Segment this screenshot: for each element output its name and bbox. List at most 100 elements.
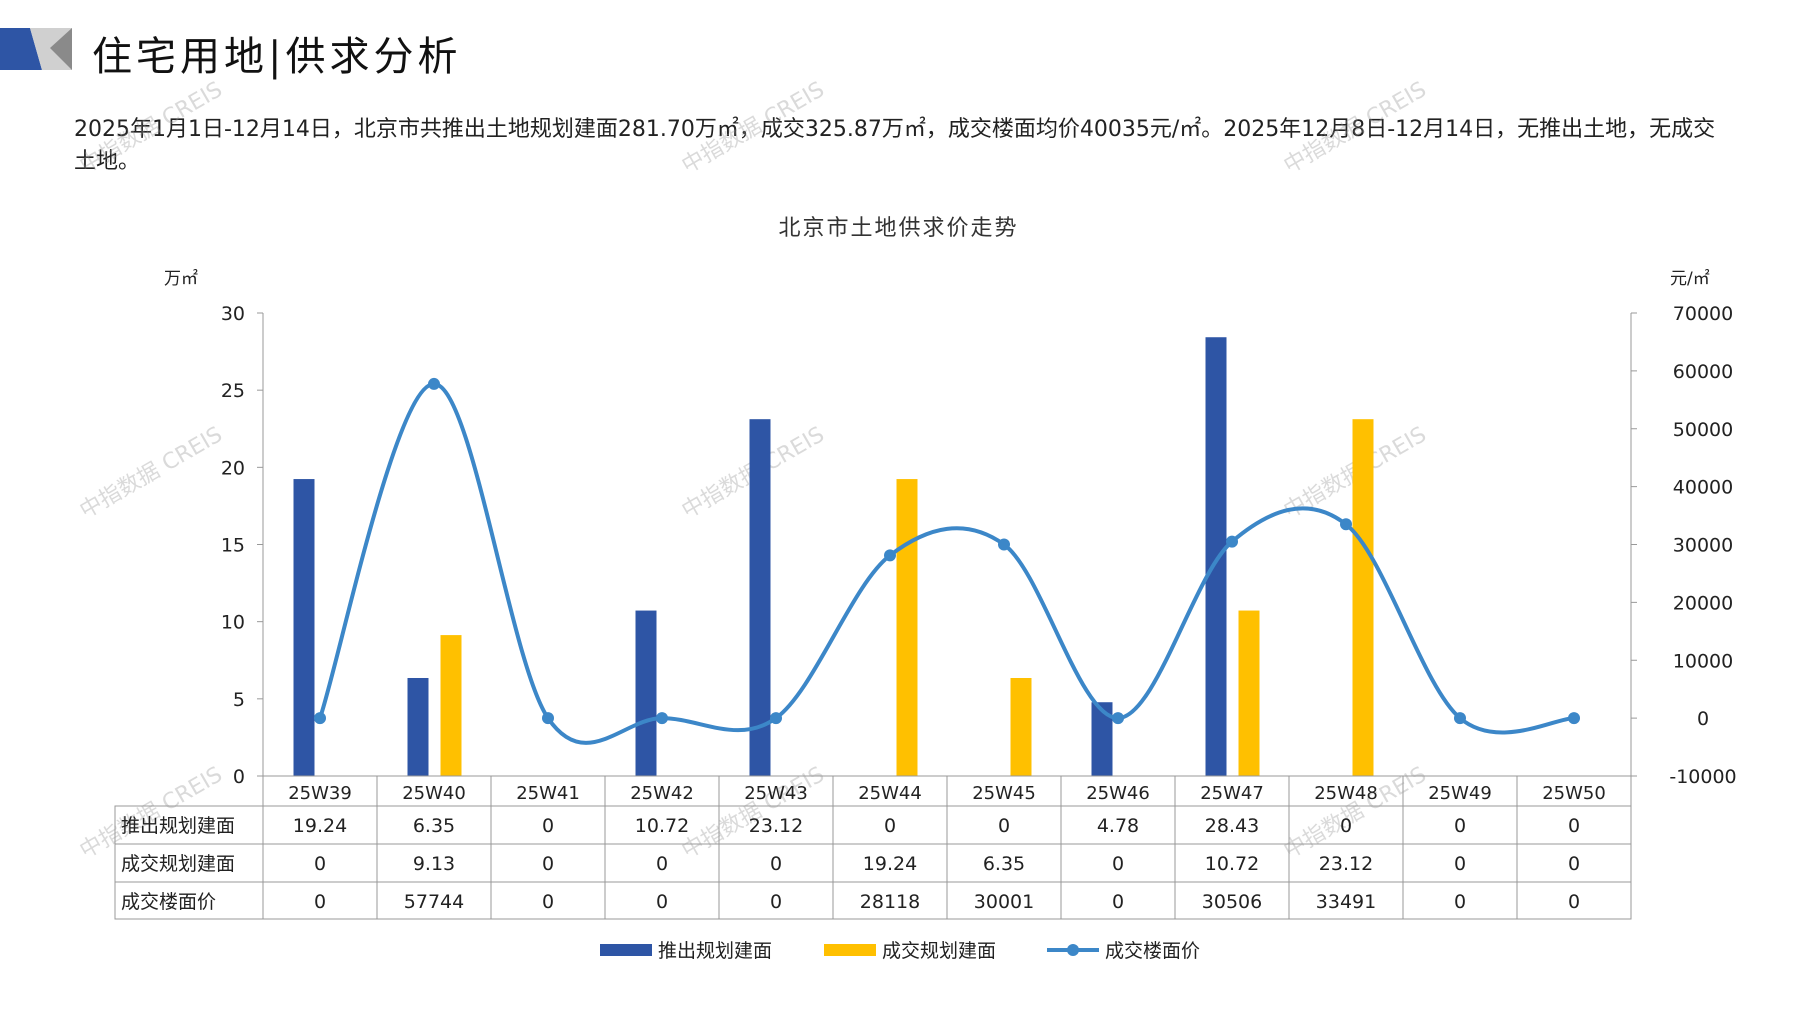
page-title: 住宅用地|供求分析 [92,34,462,80]
category-label: 25W42 [630,783,694,804]
table-cell: 28118 [860,891,920,913]
table-cell: 10.72 [635,815,689,837]
right-tick-label: 0 [1697,708,1709,730]
deal-bar [1352,419,1374,776]
table-cell: 6.35 [413,815,455,837]
right-tick-label: 30000 [1673,535,1733,557]
left-axis-unit: 万㎡ [164,269,198,289]
price-point [1454,712,1466,725]
table-cell: 0 [542,891,554,913]
right-axis-unit: 元/㎡ [1670,269,1710,289]
table-cell: 19.24 [863,853,917,875]
left-tick-label: 25 [221,380,245,402]
table-cell: 0 [1112,891,1124,913]
legend-label: 成交规划建面 [882,940,996,962]
price-point [656,712,668,725]
table-cell: 57744 [404,891,464,913]
table-cell: 0 [656,853,668,875]
table-cell: 30001 [974,891,1034,913]
price-point [770,712,782,725]
left-tick-label: 0 [233,766,245,788]
table-cell: 0 [1568,815,1580,837]
header-logo [0,28,72,70]
right-tick-label: 20000 [1673,592,1733,614]
table-cell: 0 [998,815,1010,837]
table-cell: 28.43 [1205,815,1259,837]
category-label: 25W41 [516,783,580,804]
right-tick-label: 40000 [1673,477,1733,499]
price-point [998,538,1010,551]
deal-bar [1238,610,1260,776]
table-cell: 0 [1568,853,1580,875]
price-point [1112,712,1124,725]
right-tick-label: 60000 [1673,361,1733,383]
category-label: 25W47 [1200,783,1264,804]
price-point [1340,518,1352,531]
table-cell: 0 [1454,815,1466,837]
chart-title: 北京市土地供求价走势 [778,216,1019,241]
table-cell: 0 [314,891,326,913]
table-cell: 0 [656,891,668,913]
deal-bar [440,635,462,776]
right-tick-label: 10000 [1673,650,1733,672]
table-cell: 0 [1454,891,1466,913]
left-tick-label: 5 [233,689,245,711]
table-cell: 0 [770,853,782,875]
table-row-header: 成交规划建面 [121,853,235,875]
category-label: 25W40 [402,783,466,804]
left-tick-label: 15 [221,535,245,557]
price-point [542,712,554,725]
category-label: 25W43 [744,783,808,804]
table-cell: 0 [1112,853,1124,875]
table-cell: 19.24 [293,815,347,837]
legend-marker-price [1067,944,1079,956]
table-cell: 0 [1454,853,1466,875]
price-point [884,549,896,562]
table-cell: 10.72 [1205,853,1259,875]
deal-bar [1010,677,1032,776]
table-cell: 4.78 [1097,815,1139,837]
right-tick-label: 70000 [1673,303,1733,325]
table-cell: 0 [884,815,896,837]
category-label: 25W46 [1086,783,1150,804]
price-point [314,712,326,725]
summary-text: 2025年1月1日-12月14日，北京市共推出土地规划建面281.70万㎡，成交… [74,117,1716,174]
left-tick-label: 20 [221,457,245,479]
legend-label: 推出规划建面 [658,940,772,962]
left-tick-label: 30 [221,303,245,325]
table-row-header: 推出规划建面 [121,815,235,837]
category-label: 25W48 [1314,783,1378,804]
supply-bar [635,610,657,776]
table-row-header: 成交楼面价 [121,891,216,913]
deal-bar [896,479,918,776]
price-point [428,377,440,390]
supply-bar [749,419,771,776]
category-label: 25W39 [288,783,352,804]
supply-bar [293,479,315,776]
right-tick-label: -10000 [1669,766,1736,788]
table-cell: 0 [542,853,554,875]
table-cell: 0 [1568,891,1580,913]
table-cell: 30506 [1202,891,1262,913]
legend-label: 成交楼面价 [1105,940,1200,962]
right-tick-label: 50000 [1673,419,1733,441]
table-cell: 6.35 [983,853,1025,875]
supply-bar [1091,702,1113,776]
category-label: 25W44 [858,783,922,804]
left-tick-label: 10 [221,612,245,634]
table-cell: 0 [542,815,554,837]
price-point [1568,712,1580,725]
table-cell: 0 [314,853,326,875]
legend-swatch-supply [600,944,652,956]
price-line [318,381,1575,745]
supply-bar [1205,337,1227,776]
category-label: 25W49 [1428,783,1492,804]
table-cell: 9.13 [413,853,455,875]
supply-bar [407,677,429,776]
table-cell: 33491 [1316,891,1376,913]
table-cell: 0 [770,891,782,913]
table-cell: 0 [1340,815,1352,837]
table-cell: 23.12 [1319,853,1373,875]
category-label: 25W45 [972,783,1036,804]
